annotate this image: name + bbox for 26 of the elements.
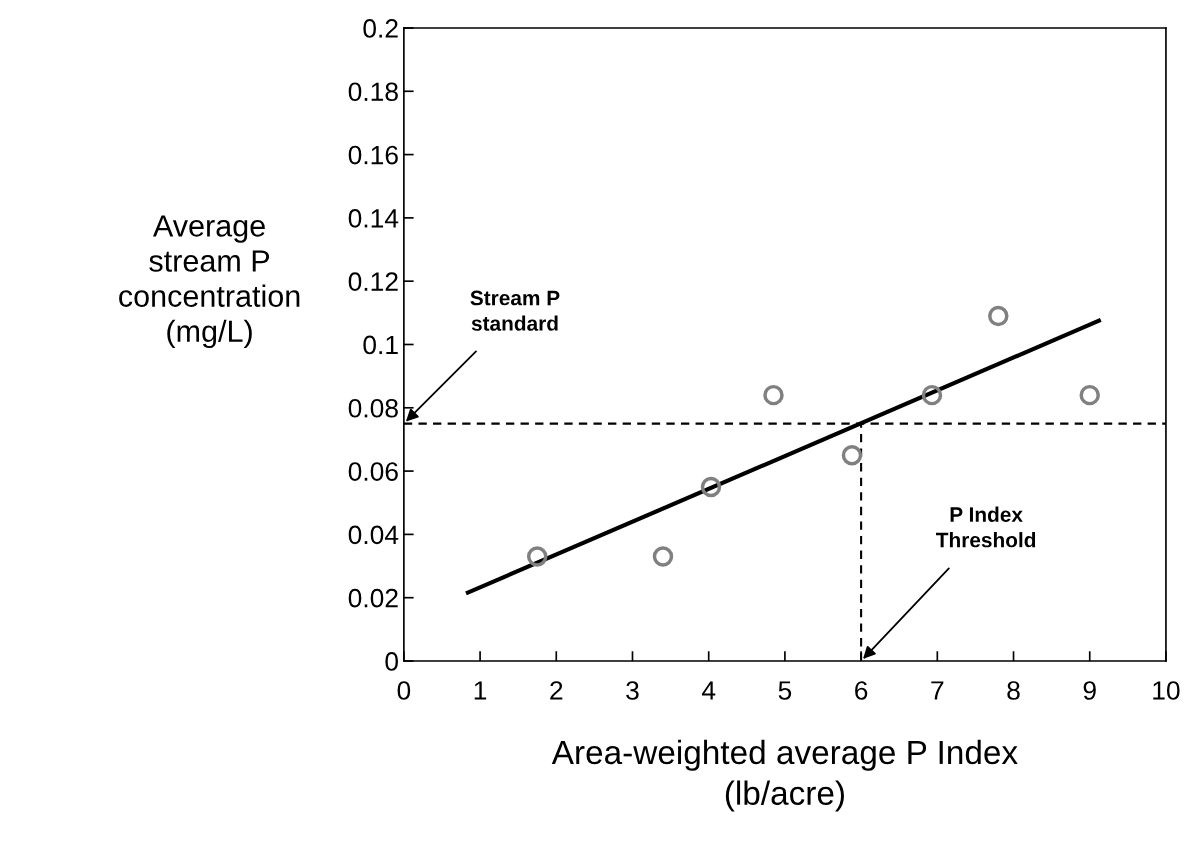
x-axis-title: Area-weighted average P Index (lb/acre) <box>551 739 1018 812</box>
y-tick-label: 0.1 <box>363 335 398 355</box>
y-tick-label: 0.2 <box>363 19 398 38</box>
x-tick-label: 10 <box>1153 681 1180 700</box>
y-tick-label: 0.04 <box>348 525 399 545</box>
x-tick-label: 7 <box>931 681 944 700</box>
y-axis-title: Average stream P concentration (mg/L) <box>119 215 300 349</box>
x-tick-label: 1 <box>474 681 487 700</box>
x-tick-label: 3 <box>626 681 639 700</box>
x-tick-label: 5 <box>778 681 792 700</box>
x-tick-label: 6 <box>855 681 868 700</box>
annotation: Stream P standard <box>470 290 560 331</box>
y-tick-label: 0.14 <box>348 209 399 228</box>
x-tick-label: 8 <box>1007 681 1020 700</box>
x-tick-label: 2 <box>550 681 563 700</box>
x-tick-label: 4 <box>701 681 716 700</box>
x-tick-label: 0 <box>397 681 411 700</box>
y-tick-label: 0.02 <box>348 588 398 608</box>
y-tick-label: 0 <box>385 652 398 671</box>
y-tick-label: 0.18 <box>348 82 398 102</box>
x-tick-label: 9 <box>1083 681 1096 700</box>
y-tick-label: 0.16 <box>348 145 398 165</box>
y-tick-label: 0.12 <box>348 272 398 292</box>
y-tick-label: 0.06 <box>348 462 398 481</box>
y-tick-label: 0.08 <box>348 398 398 418</box>
annotation: P Index Threshold <box>936 506 1036 548</box>
